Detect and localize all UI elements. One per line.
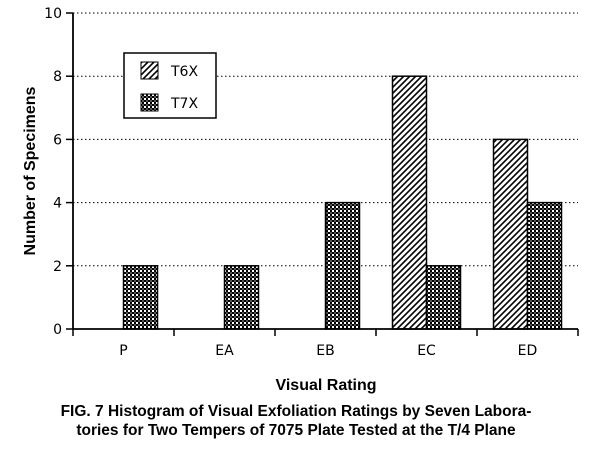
x-tick-label: EA: [215, 343, 234, 359]
x-tick-label: P: [119, 343, 127, 359]
chart: 0 2 4 6 8 10 P EA EB EC ED Visual Rating Number of…: [22, 6, 579, 394]
bar-t7x-eb: [324, 201, 361, 330]
caption-line-2: tories for Two Tempers of 7075 Plate Tes…: [76, 422, 516, 439]
tick-labels: 0 2 4 6 8 10 P EA EB EC ED: [44, 6, 537, 359]
bar-t7x-ea: [223, 265, 260, 330]
y-tick-label: 2: [53, 259, 62, 275]
caption-line-1: FIG. 7 Histogram of Visual Exfoliation R…: [60, 403, 532, 420]
bars: [122, 75, 563, 330]
legend-label-t7x: T7X: [170, 96, 198, 112]
y-tick-label: 6: [53, 132, 62, 148]
y-tick-label: 8: [53, 69, 62, 85]
bar-t6x-ed: [492, 138, 529, 330]
legend-box: [123, 52, 217, 119]
x-tick-label: EB: [316, 343, 334, 359]
x-tick-label: EC: [417, 343, 436, 359]
y-tick-label: 0: [53, 322, 62, 338]
legend-swatch-t6x: [140, 61, 159, 80]
bar-t6x-ec: [391, 75, 428, 330]
figure-caption: FIG. 7 Histogram of Visual Exfoliation R…: [0, 402, 592, 440]
axes: [66, 12, 579, 336]
y-tick-label: 4: [53, 196, 62, 212]
legend: T6X T7X: [123, 52, 217, 119]
bar-t7x-ec: [425, 265, 462, 330]
x-tick-label: ED: [518, 343, 538, 359]
x-axis-title: Visual Rating: [275, 377, 376, 394]
legend-swatch-t7x: [140, 93, 159, 112]
bar-t7x-p: [122, 265, 159, 330]
y-tick-label: 10: [44, 6, 62, 22]
bar-t7x-ed: [526, 201, 563, 330]
y-axis-title: Number of Specimens: [22, 86, 39, 255]
legend-label-t6x: T6X: [170, 64, 198, 80]
